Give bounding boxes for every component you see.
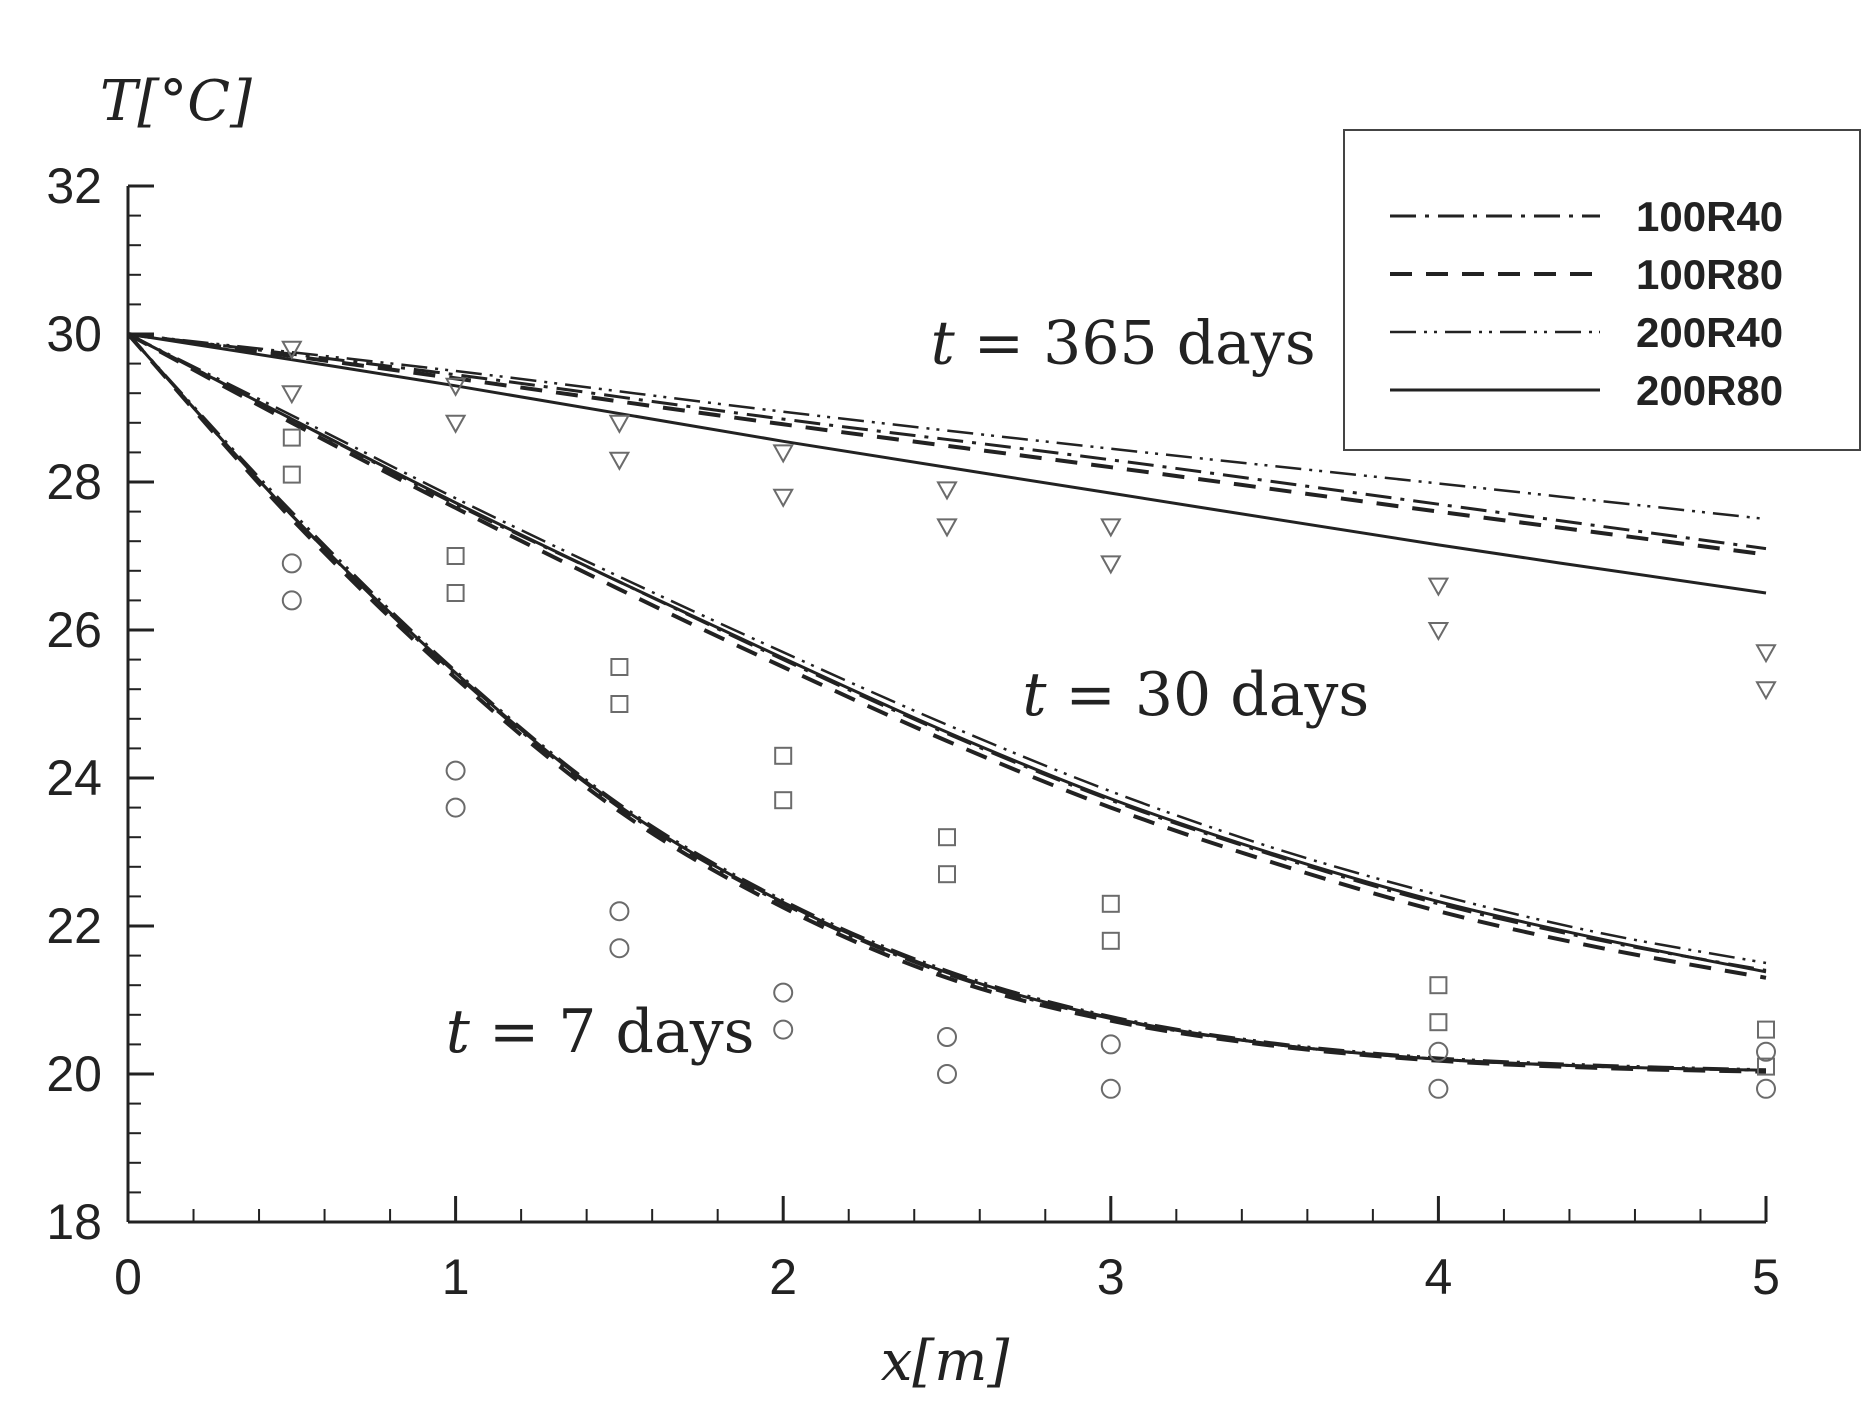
circle-marker [1756,1078,1776,1099]
y-tick-label: 26 [46,602,102,658]
x-tick-label: 4 [1424,1249,1452,1305]
triangle-marker [772,444,794,464]
triangle-marker [1100,555,1122,575]
triangle-marker [1427,577,1450,597]
series-line-200r80-t365 [127,332,1767,595]
x-tick-label: 0 [114,1249,142,1305]
x-tick-label: 3 [1097,1249,1125,1305]
triangle-marker [281,340,303,360]
x-tick-label: 1 [442,1249,470,1305]
x-tick-label: 5 [1752,1249,1780,1305]
y-axis-title: T[°C] [100,69,252,134]
x-tick-label: 2 [769,1249,797,1305]
legend-label: 200R40 [1636,309,1783,356]
series-line-100r80-t7 [126,332,1767,1074]
series-line-200r80-t30 [127,332,1767,974]
circle-marker [1428,1078,1449,1099]
triangle-marker [1427,622,1450,642]
circle-marker [1756,1041,1776,1062]
y-tick-label: 28 [46,454,102,510]
y-tick-label: 30 [46,306,102,362]
y-tick-label: 20 [46,1046,102,1102]
triangle-marker [444,414,467,434]
curve-annotation: t = 7 days [446,997,755,1067]
series-line-100r80-t30 [127,332,1767,980]
curve-annotation: t = 365 days [931,309,1316,379]
square-marker [938,865,956,884]
square-marker [610,658,629,676]
series-line-200r80-t7 [126,332,1767,1072]
triangle-marker [936,518,958,538]
circle-marker [281,553,302,574]
triangle-marker [281,385,303,405]
series-line-100r40-t365 [127,332,1767,551]
square-marker [1429,1013,1448,1032]
circle-marker [1100,1034,1121,1055]
square-marker [282,465,301,484]
series-line-200r40-t365 [127,332,1767,521]
square-marker [282,428,301,447]
circle-marker [281,590,302,611]
x-axis-title: x[m] [881,1329,1010,1394]
legend-box [1343,129,1861,451]
triangle-marker [1755,681,1777,701]
legend-label: 200R80 [1636,367,1783,414]
square-marker [446,584,465,602]
circle-marker [445,797,466,818]
square-marker [774,746,793,765]
legend-label: 100R80 [1636,251,1783,298]
circle-marker [1100,1078,1121,1099]
circle-marker [773,982,794,1003]
curve-annotation: t = 30 days [1022,660,1369,730]
triangle-marker [936,481,958,501]
square-marker [1101,894,1120,913]
y-tick-label: 18 [46,1194,102,1250]
triangle-marker [444,377,467,397]
triangle-marker [1755,644,1777,664]
square-marker [774,791,793,810]
circle-marker [773,1019,794,1040]
y-tick-label: 32 [46,158,102,214]
square-marker [1757,1057,1775,1076]
triangle-marker [772,488,794,508]
triangle-marker [1100,518,1122,538]
square-marker [446,547,465,565]
triangle-marker [608,414,631,434]
legend-label: 100R40 [1636,193,1783,240]
series-line-100r80-t365 [127,332,1767,557]
circle-marker [445,760,466,781]
triangle-marker [608,451,631,471]
square-marker [938,828,956,847]
circle-marker [609,938,630,959]
square-marker [1101,931,1120,950]
square-marker [1429,976,1448,995]
circle-marker [937,1027,957,1047]
square-marker [1757,1020,1775,1039]
y-tick-label: 24 [46,750,102,806]
circle-marker [937,1064,957,1084]
circle-marker [1428,1041,1449,1062]
circle-marker [609,901,630,922]
legend: 100R40 100R80 200R40 200R80 [1343,129,1861,451]
y-tick-label: 22 [46,898,102,954]
square-marker [610,695,629,713]
series-line-200r40-t7 [127,333,1767,1071]
